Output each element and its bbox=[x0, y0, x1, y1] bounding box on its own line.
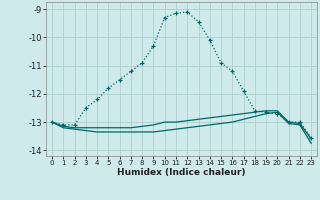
X-axis label: Humidex (Indice chaleur): Humidex (Indice chaleur) bbox=[117, 168, 246, 177]
